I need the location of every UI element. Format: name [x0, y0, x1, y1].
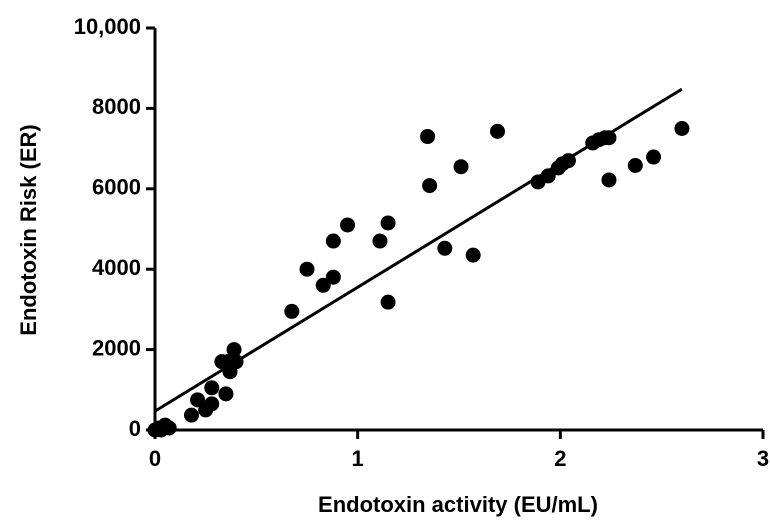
data-point — [380, 294, 396, 310]
x-tick-label: 2 — [554, 446, 566, 471]
x-tick-label: 0 — [149, 446, 161, 471]
data-point — [422, 178, 438, 194]
y-tick-label: 2000 — [92, 335, 141, 360]
data-point — [226, 342, 242, 358]
data-point — [340, 217, 356, 233]
data-point — [218, 386, 234, 402]
y-tick-label: 8000 — [92, 94, 141, 119]
y-tick-label: 10,000 — [74, 14, 141, 39]
data-point — [284, 303, 300, 319]
data-point — [372, 233, 388, 249]
data-point — [540, 168, 556, 184]
data-point — [674, 121, 690, 136]
data-point — [204, 380, 220, 396]
data-point — [601, 172, 617, 188]
data-point — [190, 392, 206, 408]
data-point — [437, 240, 453, 256]
y-axis-label: Endotoxin Risk (ER) — [16, 124, 41, 335]
data-point — [380, 215, 396, 231]
x-axis-label: Endotoxin activity (EU/mL) — [318, 492, 598, 517]
data-point — [490, 123, 506, 139]
data-point — [453, 159, 469, 175]
data-point — [646, 149, 662, 165]
data-point — [325, 233, 341, 249]
data-point — [299, 261, 315, 277]
data-point — [204, 396, 220, 412]
y-tick-label: 4000 — [92, 255, 141, 280]
data-point — [627, 157, 643, 173]
data-point — [420, 129, 436, 145]
data-point — [315, 277, 331, 293]
y-tick-label: 6000 — [92, 175, 141, 200]
data-point — [601, 130, 617, 146]
y-tick-label: 0 — [129, 416, 141, 441]
data-point — [153, 422, 169, 438]
data-point — [465, 247, 481, 263]
data-point — [228, 354, 244, 370]
data-point — [560, 153, 576, 169]
data-point — [183, 407, 199, 423]
data-point — [325, 269, 341, 285]
x-tick-label: 3 — [757, 446, 769, 471]
x-tick-label: 1 — [352, 446, 364, 471]
